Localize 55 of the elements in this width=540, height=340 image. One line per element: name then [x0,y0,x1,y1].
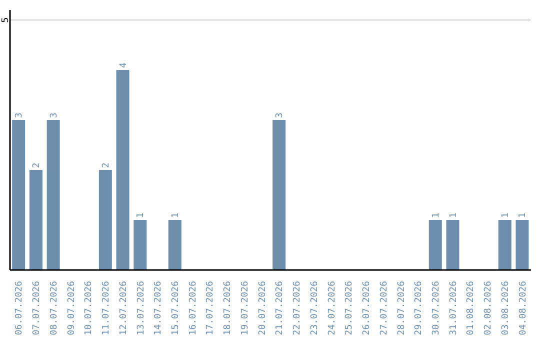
x-tick-label: 28.07.2026 [396,281,407,336]
x-tick-label: 17.07.2026 [206,281,216,336]
bar [116,70,130,270]
data-label: 2 [101,162,112,168]
x-tick-label: 01.08.2026 [466,281,476,336]
x-tick-label: 29.07.2026 [414,281,424,336]
data-label: 2 [32,162,42,168]
bar [12,120,26,270]
x-tick-label: 06.07.2026 [14,281,25,336]
data-label: 1 [136,212,146,218]
x-tick-label: 19.07.2026 [240,281,250,336]
x-tick-label: 18.07.2026 [223,281,234,336]
x-tick-label: 25.07.2026 [344,281,355,336]
x-tick-label: 14.07.2026 [154,281,164,336]
bar [168,220,182,270]
data-label: 3 [275,112,286,118]
bar [272,120,286,270]
data-label: 1 [431,212,442,218]
data-label: 4 [118,62,129,68]
x-tick-label: 08.07.2026 [49,281,60,336]
x-tick-label: 12.07.2026 [118,281,129,336]
data-label: 3 [49,112,60,118]
bar [46,120,60,270]
x-tick-label: 15.07.2026 [170,281,181,336]
x-tick-label: 04.08.2026 [518,281,528,336]
x-tick-label: 26.07.2026 [362,281,372,336]
x-tick-label: 16.07.2026 [188,281,198,336]
bar [29,170,42,270]
x-tick-label: 24.07.2026 [327,281,338,336]
bar [498,220,512,270]
data-label: 3 [14,112,25,118]
y-tick-label: 5 [1,17,11,23]
x-tick-label: 02.08.2026 [484,281,494,336]
x-tick-label: 27.07.2026 [379,281,390,336]
x-tick-label: 07.07.2026 [32,281,42,336]
bar [446,220,460,270]
x-tick-label: 30.07.2026 [431,281,442,336]
x-tick-label: 10.07.2026 [84,281,94,336]
bar [428,220,442,270]
x-tick-label: 20.07.2026 [258,281,268,336]
bar [134,220,147,270]
x-tick-label: 03.08.2026 [500,281,511,336]
x-tick-label: 22.07.2026 [292,281,303,336]
bar [98,170,112,270]
data-label: 1 [500,212,511,218]
data-label: 1 [518,212,528,218]
x-tick-label: 11.07.2026 [102,281,112,336]
x-tick-label: 23.07.2026 [310,281,320,336]
data-label: 1 [448,212,459,218]
x-tick-label: 21.07.2026 [275,281,286,336]
data-label: 1 [170,212,181,218]
bar [516,220,529,270]
x-tick-label: 13.07.2026 [136,281,146,336]
x-tick-label: 31.07.2026 [448,281,459,336]
x-tick-label: 09.07.2026 [66,281,77,336]
